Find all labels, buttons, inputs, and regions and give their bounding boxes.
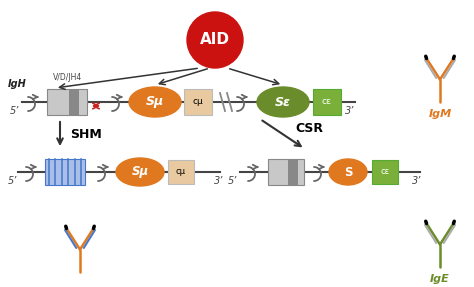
Text: IgH: IgH (8, 79, 27, 89)
Text: 3’: 3’ (345, 106, 355, 116)
Text: IgM: IgM (428, 109, 452, 119)
Ellipse shape (129, 87, 181, 117)
Text: 5’: 5’ (10, 106, 19, 116)
Text: IgE: IgE (430, 274, 450, 284)
Text: Sε: Sε (275, 96, 291, 108)
Circle shape (187, 12, 243, 68)
Ellipse shape (116, 158, 164, 186)
Text: 5’: 5’ (8, 176, 18, 186)
Bar (184, 89, 212, 115)
Text: cε: cε (381, 168, 390, 177)
Text: 3’: 3’ (412, 176, 421, 186)
Text: cμ: cμ (192, 98, 203, 106)
Ellipse shape (329, 159, 367, 185)
Bar (69, 89, 79, 115)
Text: cμ: cμ (176, 168, 186, 177)
Text: Sμ: Sμ (131, 166, 148, 179)
Text: 3’: 3’ (214, 176, 223, 186)
Ellipse shape (257, 87, 309, 117)
Text: CSR: CSR (295, 123, 323, 135)
Text: SHM: SHM (70, 127, 102, 141)
Bar (168, 160, 194, 184)
Bar (372, 160, 398, 184)
Bar (268, 159, 304, 185)
Text: S: S (344, 166, 352, 179)
Bar (45, 159, 85, 185)
Text: 5’: 5’ (228, 176, 237, 186)
Text: AID: AID (200, 32, 230, 48)
Text: V/D/JH4: V/D/JH4 (54, 73, 82, 82)
Text: Sμ: Sμ (146, 96, 164, 108)
Text: cε: cε (322, 98, 332, 106)
Bar (288, 159, 298, 185)
Bar (313, 89, 341, 115)
Bar (47, 89, 87, 115)
